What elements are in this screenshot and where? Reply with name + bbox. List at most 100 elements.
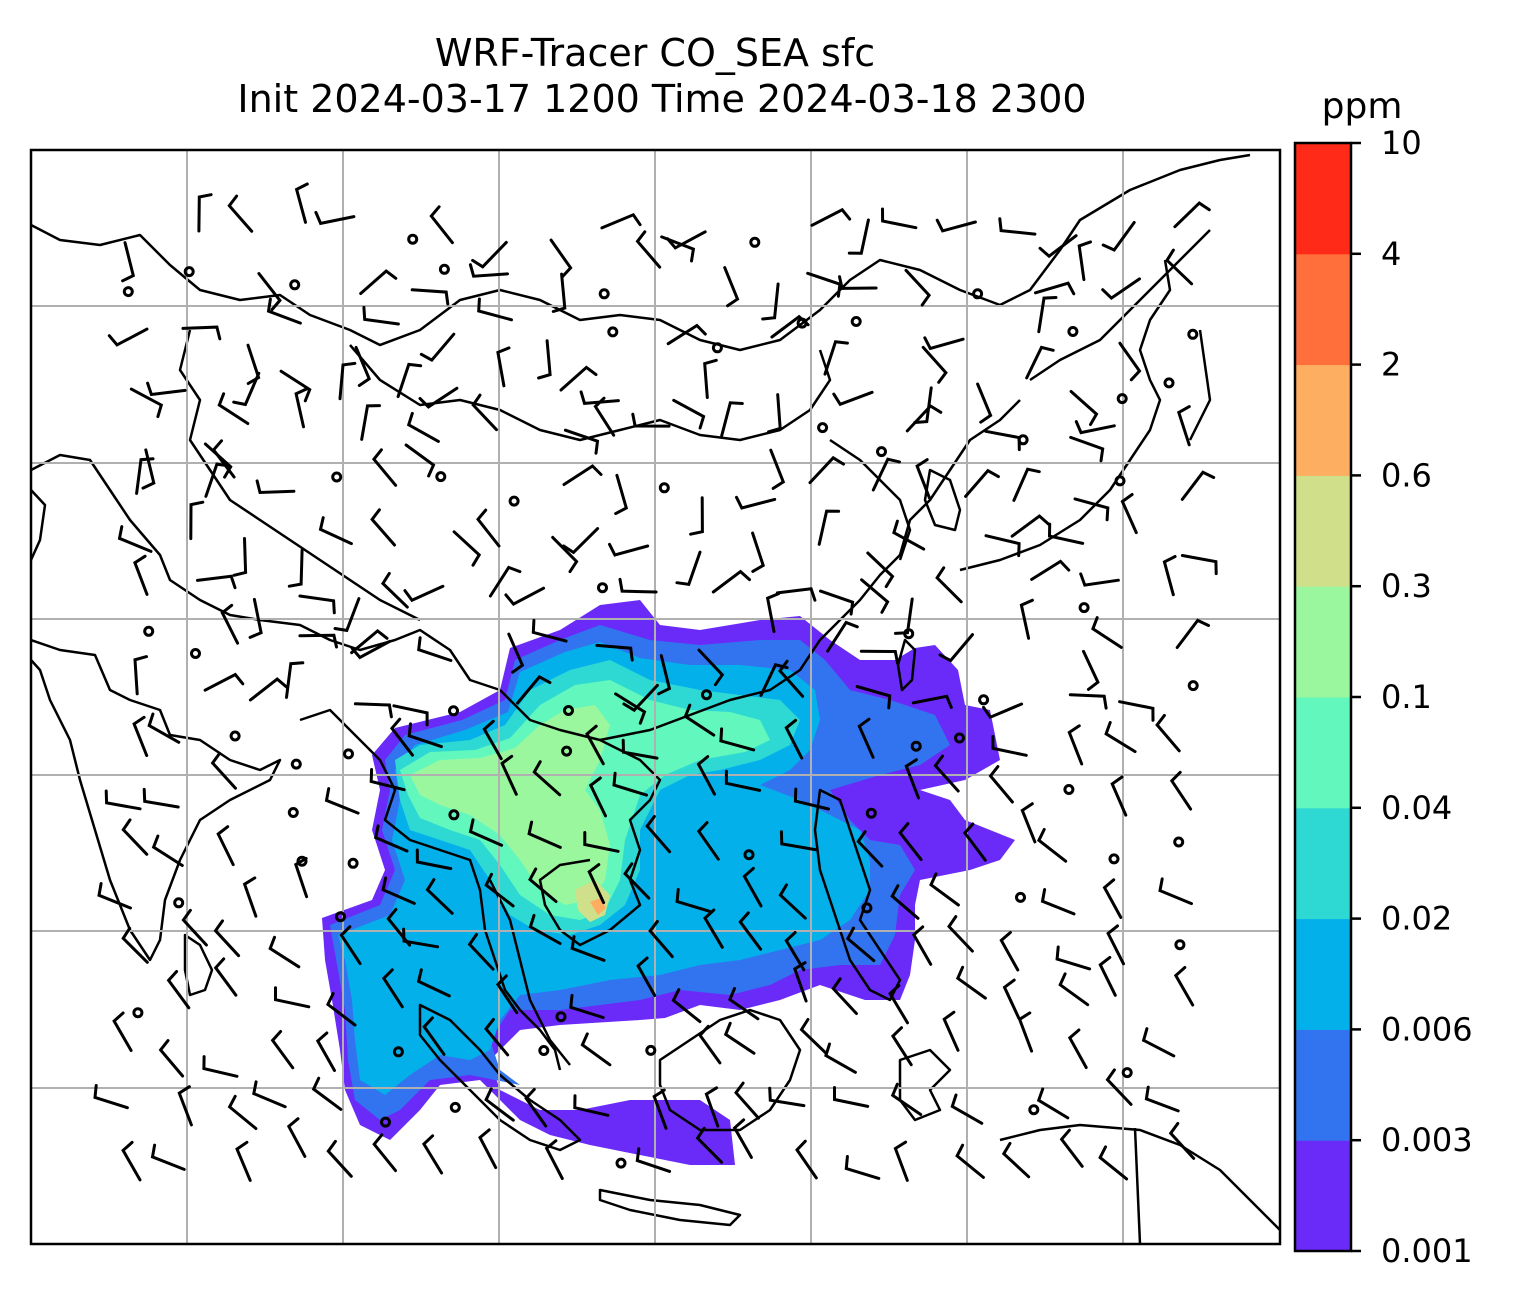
wind-barb [866,551,895,589]
calm-wind-marker [1174,939,1186,951]
wind-barb [1067,1028,1088,1069]
wind-barb [404,443,436,478]
calm-wind-marker [954,732,965,744]
calm-wind-marker [287,807,299,818]
wind-barb [293,856,309,899]
wind-barb [1010,514,1050,538]
wind-barb [232,537,248,577]
wind-barb [622,683,659,713]
wind-barb [422,1016,446,1056]
calm-wind-marker [563,705,574,716]
wind-barb [1079,572,1120,587]
wind-barb [1118,341,1142,382]
wind-barb [1173,966,1195,1007]
calm-wind-marker [876,446,887,458]
wind-barb [407,722,443,749]
calm-wind-marker [435,471,447,483]
calm-wind-marker [1028,1104,1040,1116]
wind-barb [232,371,261,407]
calm-wind-marker [645,1044,657,1056]
colorbar-band [1295,697,1351,809]
wind-barb [1047,522,1085,545]
wind-barb [675,888,712,913]
wind-barb [121,926,149,964]
wind-barb [1037,296,1058,334]
wind-barb [583,831,620,853]
calm-wind-marker [796,317,808,329]
calm-wind-marker [392,1046,404,1058]
wind-barb [570,935,606,962]
wind-barb [285,661,305,699]
calm-wind-marker [229,730,241,742]
wind-barb [933,754,960,793]
calm-wind-marker [817,422,829,434]
wind-barb [1098,1145,1129,1181]
wind-barb [121,241,136,283]
colorbar-band [1295,918,1351,1030]
wind-barb [326,1139,353,1178]
wind-barb [618,577,658,594]
wind-barb [1168,1122,1196,1160]
coast-taiwan [896,638,917,692]
wind-barb [1036,1087,1070,1120]
wind-barb [1118,700,1155,722]
calm-wind-marker [861,902,873,914]
wind-barb [380,571,409,609]
wind-barb [93,1084,129,1110]
wind-barb [824,1042,857,1074]
wind-barb [210,751,237,790]
wind-barb [1030,559,1071,581]
wind-barb [838,275,878,290]
wind-barb [784,931,806,972]
wind-barb [696,821,720,861]
wind-barb [844,1155,881,1180]
calm-wind-marker [143,625,155,637]
wind-barb [270,1030,295,1070]
wind-barb [181,908,208,947]
wind-barb [799,1018,828,1055]
wind-barb [1019,598,1034,640]
wind-barb [614,473,629,516]
wind-barb [227,1094,258,1130]
wind-barb [1012,467,1041,502]
wind-barb [1077,240,1092,282]
wind-barb [326,992,357,1027]
wind-barb [623,862,651,900]
wind-barb [257,272,282,311]
wind-barb [504,586,546,606]
calm-wind-marker [598,288,610,300]
wind-barb [531,618,568,643]
wind-barb [544,1139,564,1180]
wind-barb [353,702,393,719]
wind-barb [595,643,634,662]
wind-barb [847,218,870,255]
colorbar-band [1295,807,1351,920]
calm-wind-marker [561,745,573,757]
coast-east-russia [1029,229,1212,441]
wind-barb [1025,345,1055,380]
wind-barb [1180,470,1216,501]
wind-barb [415,848,453,871]
wind-barb [1017,1011,1034,1053]
wind-barb [551,272,567,313]
wind-barb [133,655,148,696]
wind-barb [823,340,849,376]
wind-barb [1074,420,1116,435]
wind-barb [97,882,132,910]
wind-barb [559,365,598,392]
wind-barb [1176,405,1191,447]
wind-barb [537,339,552,380]
wind-barb [826,620,859,653]
wind-barb [808,455,845,485]
wind-barb [1001,1141,1031,1179]
wind-barb [279,369,312,403]
wind-barb [795,1139,818,1180]
wind-barb [133,554,149,596]
concentration-field [322,600,1015,1165]
wind-barb [476,508,501,548]
wind-barb [621,738,659,760]
colorbar-band [1295,475,1351,587]
calm-wind-marker [850,316,862,327]
wind-barb [396,362,423,399]
colorbar: ppm 0.001 0.003 0.006 0.02 0.04 0.1 0.3 0.6 2 4 10 [1293,86,1473,1270]
